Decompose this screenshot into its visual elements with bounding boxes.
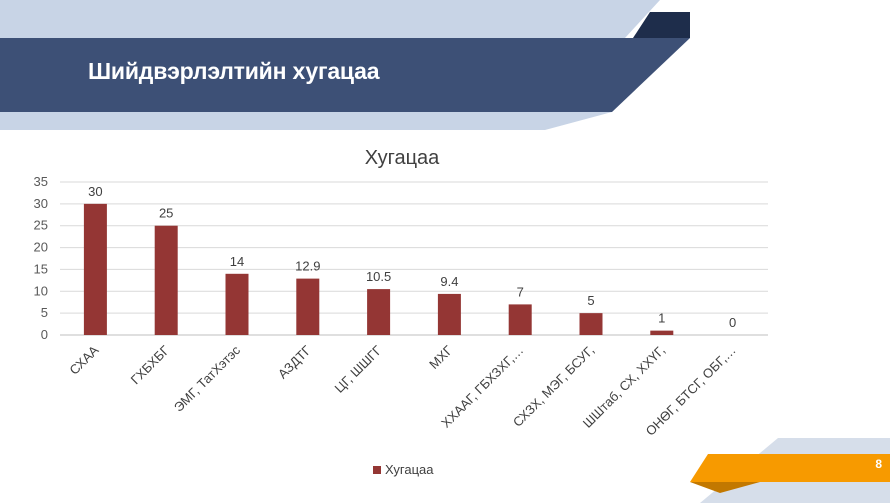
slide-title: Шийдвэрлэлтийн хугацаа [88,58,380,84]
legend[interactable]: Хугацаа [373,462,434,477]
legend-label: Хугацаа [385,462,434,477]
x-tick-label: ЭМГ, ТатХэтэс [171,342,244,415]
data-label: 14 [230,254,244,269]
page-number-tab [690,454,890,482]
bar[interactable] [508,304,532,335]
legend-swatch [373,466,381,474]
data-label: 10.5 [366,269,391,284]
x-tick-label: АЗДТГ [275,343,314,382]
data-label: 9.4 [440,274,458,289]
y-tick-label: 0 [41,327,48,342]
chart-title: Хугацаа [365,147,440,169]
x-tick-label: СХАА [66,342,101,377]
bar[interactable] [579,313,603,335]
data-label: 12.9 [295,259,320,274]
bar[interactable] [437,293,461,335]
banner-shadow [0,112,612,130]
x-tick-label: МХГ [426,343,455,372]
bar[interactable] [296,278,320,335]
y-tick-label: 5 [41,305,48,320]
bar[interactable] [650,330,674,335]
page-number: 8 [875,457,882,471]
data-label: 7 [517,284,524,299]
x-tick-label: ГХБХБГ [128,343,173,388]
tab-shadow [690,482,760,493]
data-label: 30 [88,184,102,199]
bar[interactable] [367,289,391,335]
top-light-band [0,0,660,38]
gridlines [60,181,768,336]
y-tick-label: 10 [34,283,48,298]
y-tick-label: 25 [34,218,48,233]
data-label: 0 [729,315,736,330]
y-tick-label: 20 [34,240,48,255]
title-banner [0,38,690,112]
bars [83,203,674,335]
data-label: 5 [587,293,594,308]
bar[interactable] [83,203,107,335]
y-tick-label: 30 [34,196,48,211]
data-label: 1 [658,311,665,326]
x-tick-label: ЦГ, ШШГГ [332,343,385,396]
bar[interactable] [225,273,249,335]
top-dark-corner [633,12,690,38]
y-tick-label: 35 [34,174,48,189]
bar[interactable] [154,225,178,335]
data-labels: 30 25 14 12.9 10.5 9.4 7 5 1 0 [88,184,736,330]
data-label: 25 [159,206,173,221]
y-tick-label: 15 [34,261,48,276]
y-axis-ticks: 0 5 10 15 20 25 30 35 [34,174,48,342]
